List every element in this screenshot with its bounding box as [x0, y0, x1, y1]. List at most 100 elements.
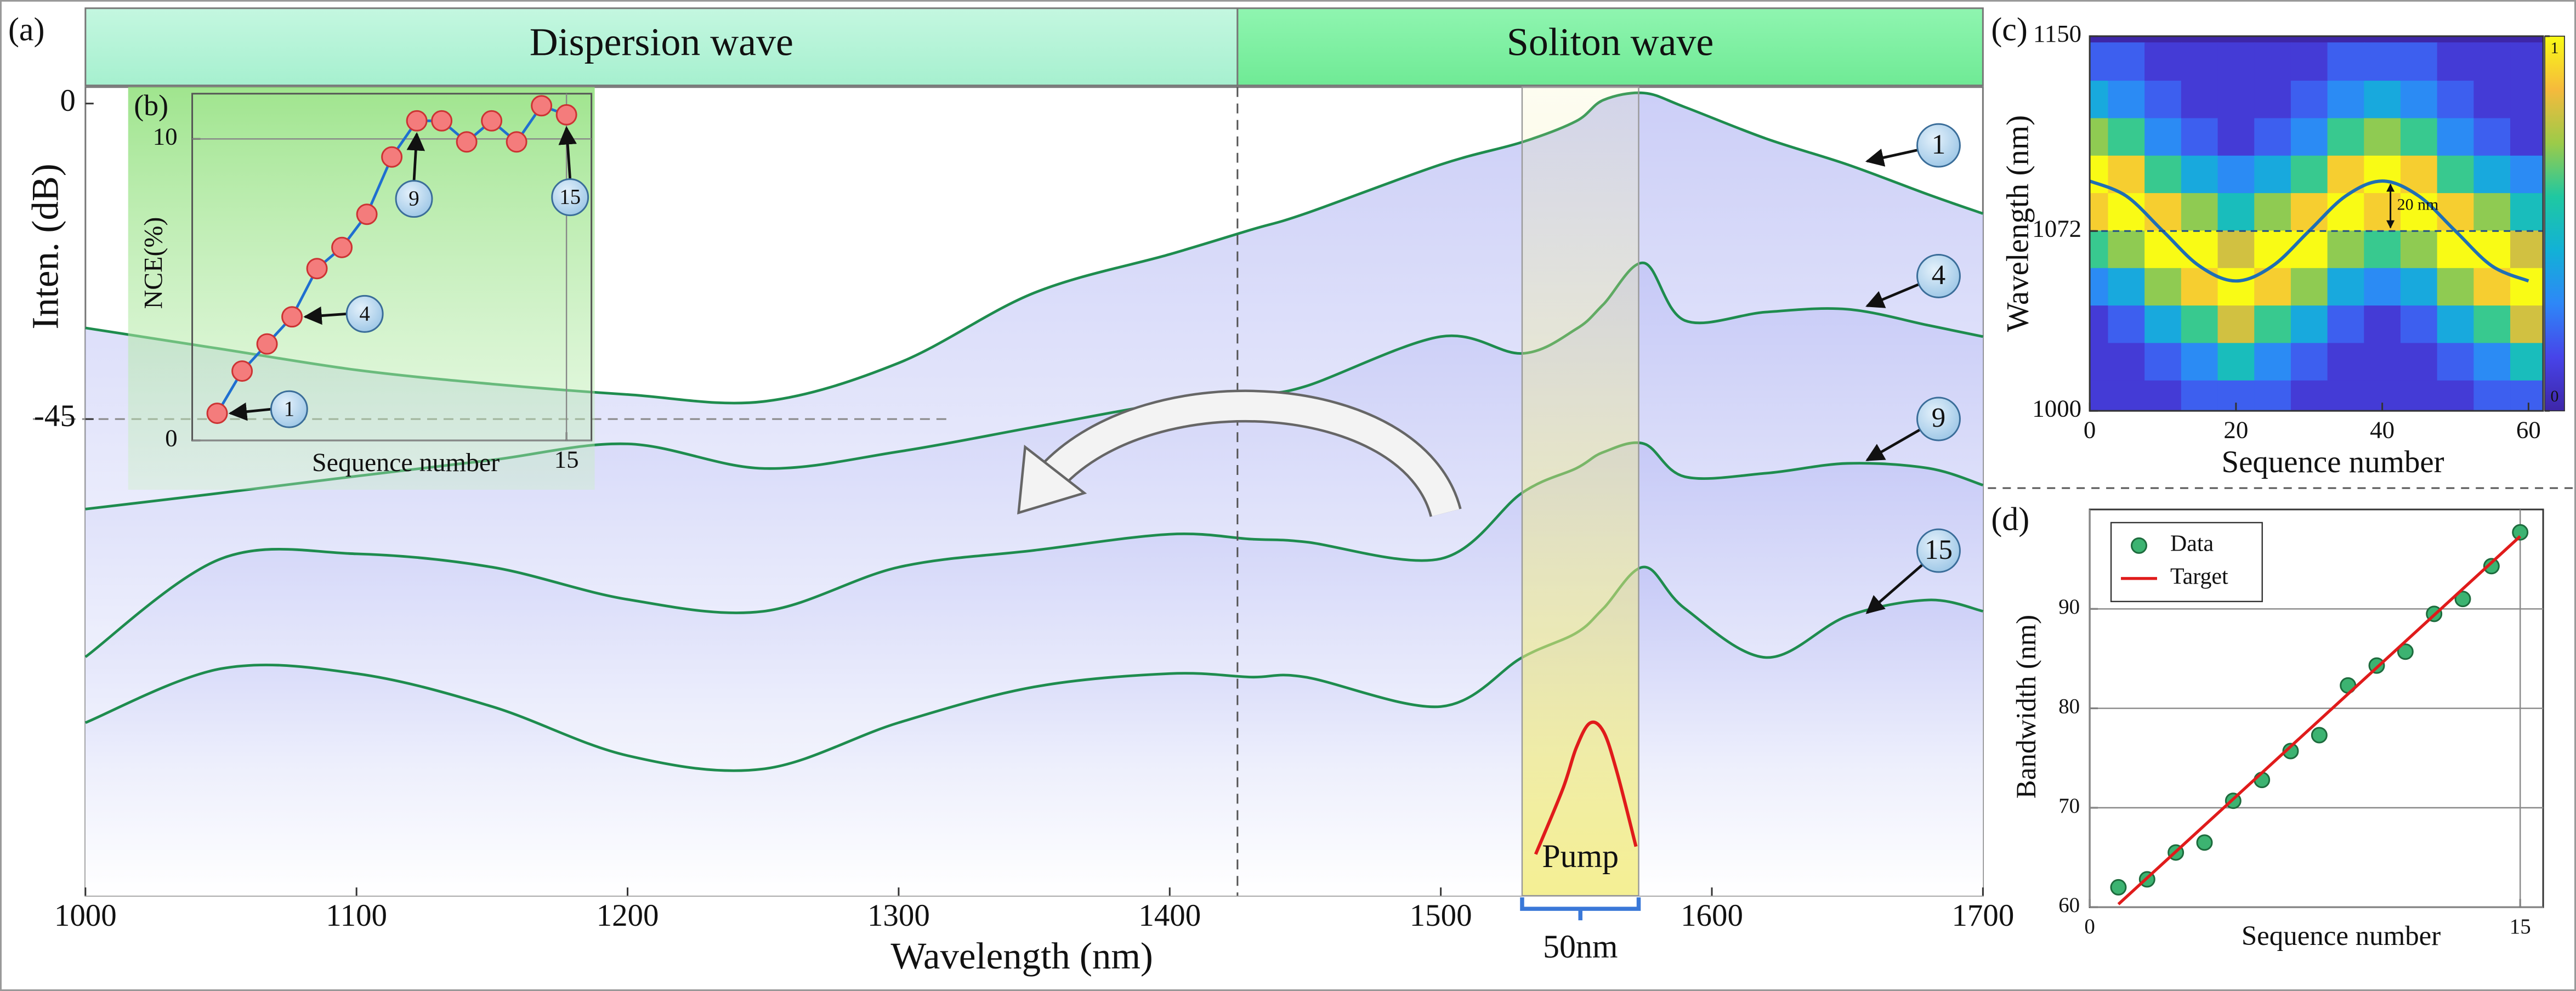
marker — [481, 110, 503, 132]
legend-label: Target — [2170, 564, 2228, 589]
data-point — [2483, 558, 2500, 575]
heatmap-cell — [2473, 117, 2511, 156]
heatmap-cell — [2290, 192, 2329, 231]
heatmap-cell — [2108, 267, 2146, 306]
callout-circle — [1916, 123, 1961, 168]
spectrum-line — [84, 565, 1983, 772]
band — [1236, 7, 1984, 87]
heatmap-cell — [2181, 192, 2219, 231]
heatmap-cell — [2473, 42, 2511, 81]
heatmap-cell — [2108, 117, 2146, 156]
heatmap-cell — [2473, 80, 2511, 118]
heatmap-cell — [2181, 117, 2219, 156]
heatmap-cell — [2473, 380, 2511, 411]
heatmap-cell — [2327, 229, 2365, 268]
heatmap-cell — [2090, 229, 2109, 268]
heatmap-cell — [2144, 117, 2182, 156]
pump-label: Pump — [1542, 838, 1619, 874]
y-tick-label: -45 — [34, 399, 76, 433]
colorbar — [2544, 36, 2565, 412]
x-tick-label: 1500 — [1410, 898, 1472, 933]
data-point — [2282, 743, 2299, 760]
heatmap-cell — [2090, 192, 2109, 231]
y-axis-label: Bandwidth (nm) — [2011, 615, 2042, 799]
marker — [381, 146, 403, 168]
heatmap-cell — [2364, 267, 2402, 306]
y-tick-label: 0 — [165, 424, 177, 451]
callout-circle — [551, 178, 589, 217]
data-point — [2110, 879, 2127, 896]
callout-label: 15 — [559, 185, 581, 209]
x-tick-label: 1300 — [867, 898, 930, 933]
x-tick-label: 0 — [2084, 915, 2095, 938]
y-tick-label: 1072 — [2032, 215, 2081, 242]
series-label: 9 — [1932, 403, 1945, 434]
heatmap-cell — [2327, 342, 2365, 381]
y-tick-label: 90 — [2058, 595, 2080, 619]
heatmap-cell — [2510, 380, 2544, 411]
x-axis-label: Wavelength (nm) — [890, 935, 1153, 977]
heatmap-cell — [2090, 42, 2109, 81]
x-tick-label: 20 — [2223, 416, 2248, 443]
heatmap-cell — [2108, 304, 2146, 343]
y-tick-label: 70 — [2058, 794, 2080, 818]
heatmap-cell — [2473, 229, 2511, 268]
heatmap-cell — [2108, 192, 2146, 231]
colorbar-label: 1 — [2551, 39, 2559, 57]
x-tick-label: 60 — [2516, 416, 2541, 443]
heatmap-cell — [2217, 267, 2255, 306]
heatmap-cell — [2217, 192, 2255, 231]
heatmap-cell — [2364, 229, 2402, 268]
heatmap-cell — [2437, 267, 2475, 306]
heatmap-cell — [2217, 42, 2255, 81]
heatmap-cell — [2144, 342, 2182, 381]
y-axis-label: Wavelength (nm) — [2000, 115, 2035, 332]
heatmap-cell — [2217, 229, 2255, 268]
heatmap-cell — [2254, 342, 2292, 381]
heatmap-cell — [2510, 267, 2544, 306]
series-label: 4 — [1932, 260, 1945, 291]
heatmap-cell — [2144, 304, 2182, 343]
heatmap-cell — [2364, 42, 2402, 81]
curved-arrow-body — [1041, 392, 1460, 517]
heatmap-cell — [2254, 380, 2292, 411]
heatmap-cell — [2290, 229, 2329, 268]
marker — [431, 110, 453, 132]
heatmap-cell — [2510, 304, 2544, 343]
target-line — [2117, 535, 2522, 905]
heatmap-cells — [2090, 42, 2544, 411]
x-tick-label: 1100 — [326, 898, 387, 933]
heatmap-cell — [2108, 229, 2146, 268]
y-tick-label: 80 — [2058, 695, 2080, 718]
annotation: 20 nm — [2397, 196, 2439, 214]
heatmap-cell — [2290, 380, 2329, 411]
heatmap-cell — [2364, 342, 2402, 381]
plot-frame — [2089, 35, 2544, 412]
panel-label: (c) — [1991, 12, 2027, 48]
heatmap-cell — [2290, 342, 2329, 381]
marker — [256, 333, 278, 355]
heatmap-cell — [2400, 192, 2438, 231]
y-tick-label: 10 — [153, 123, 178, 150]
heatmap-cell — [2327, 192, 2365, 231]
heatmap-cell — [2437, 342, 2475, 381]
heatmap-cell — [2217, 380, 2255, 411]
marker — [555, 104, 577, 126]
chart-layer: Dispersion wave Soliton wave(a)Pump50nm14… — [8, 7, 2565, 977]
heatmap-cell — [2090, 267, 2109, 306]
marker — [206, 403, 228, 424]
callout-arrow — [228, 402, 271, 421]
heatmap-cell — [2364, 304, 2402, 343]
marker — [406, 110, 428, 132]
marker — [331, 236, 353, 258]
heatmap-cell — [2437, 229, 2475, 268]
data-point — [2311, 727, 2328, 744]
heatmap-cell — [2437, 192, 2475, 231]
bracket — [1520, 897, 1641, 921]
heatmap-cell — [2181, 229, 2219, 268]
heatmap-cell — [2510, 42, 2544, 81]
x-tick-label: 40 — [2370, 416, 2395, 443]
marker — [306, 258, 328, 280]
heatmap-cell — [2108, 80, 2146, 118]
heatmap-cell — [2290, 117, 2329, 156]
